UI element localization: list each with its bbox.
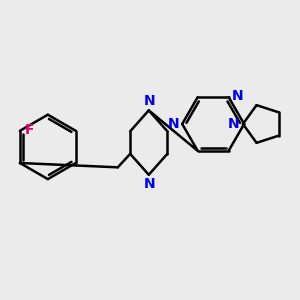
Text: F: F	[24, 123, 34, 136]
Text: N: N	[232, 89, 243, 103]
Text: N: N	[228, 117, 240, 131]
Text: N: N	[144, 177, 156, 191]
Text: N: N	[144, 94, 156, 108]
Text: N: N	[167, 117, 179, 131]
